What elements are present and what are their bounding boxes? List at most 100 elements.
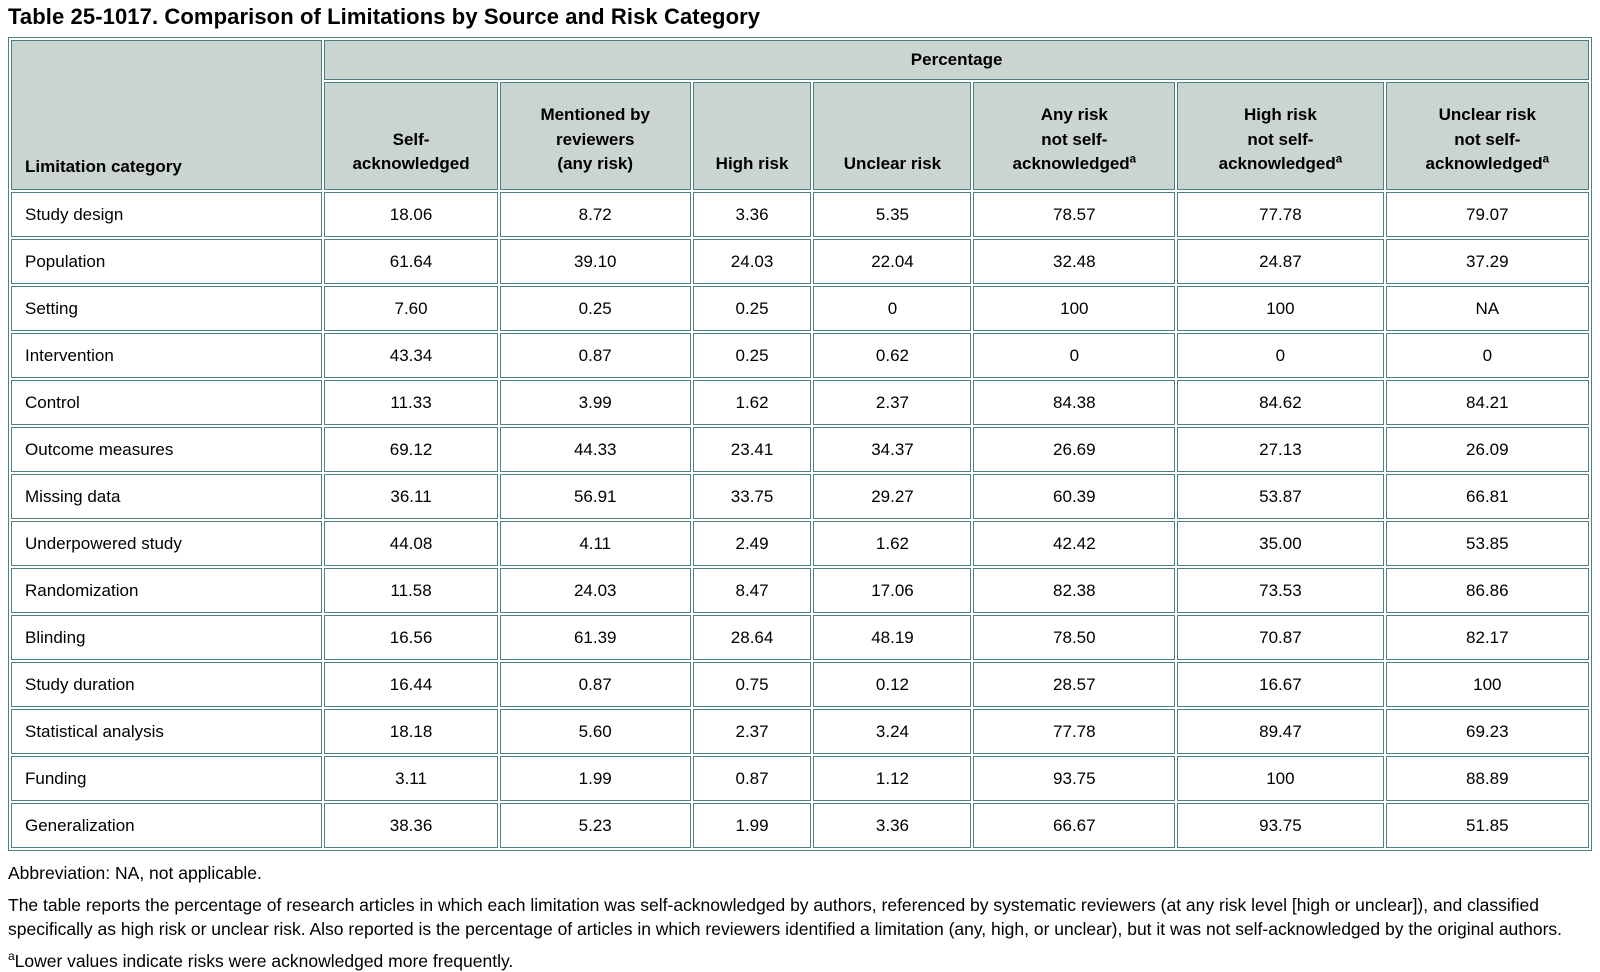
column-header-line: Unclear risk [1438,105,1536,125]
table-row: Funding 3.11 1.99 0.87 1.12 93.75 100 88.89 [11,756,1589,801]
cell-value: 1.62 [813,521,972,566]
cell-value: 100 [1177,756,1384,801]
cell-value: 1.62 [692,380,812,425]
cell-value: 26.09 [1385,427,1589,472]
cell-value: 86.86 [1385,568,1589,613]
cell-value: 69.23 [1385,709,1589,754]
description-note: The table reports the percentage of rese… [8,895,1563,939]
cell-value: 8.72 [499,192,691,237]
cell-value: 35.00 [1177,521,1384,566]
column-header-line: High risk [1244,105,1317,125]
table-row: Study duration 16.44 0.87 0.75 0.12 28.57 16.6… [11,662,1589,707]
cell-value: 39.10 [499,239,691,284]
cell-value: 3.36 [813,803,972,848]
cell-value: 82.38 [973,568,1176,613]
cell-value: 77.78 [1177,192,1384,237]
table-body: Study design 18.06 8.72 3.36 5.35 78.57 77.78 7… [11,192,1589,848]
cell-value: 2.37 [813,380,972,425]
column-header-line: Any risk [1040,105,1108,125]
column-header-line: not self- [1041,129,1108,149]
cell-value: 4.11 [499,521,691,566]
limitations-table: Limitation category Percentage Self-ackn… [8,37,1592,851]
column-header-line: Mentioned by [540,105,650,125]
cell-value: 36.11 [324,474,498,519]
cell-value: 61.64 [324,239,498,284]
cell-value: 0.87 [499,333,691,378]
cell-value: 0.25 [692,286,812,331]
cell-value: 18.06 [324,192,498,237]
cell-value: 18.18 [324,709,498,754]
cell-value: 0 [1177,333,1384,378]
cell-value: 38.36 [324,803,498,848]
cell-value: 16.44 [324,662,498,707]
cell-value: 0 [813,286,972,331]
cell-value: 53.87 [1177,474,1384,519]
abbreviation-note: Abbreviation: NA, not applicable. [8,863,262,883]
group-header: Percentage [324,40,1589,80]
footnote: aLower values indicate risks were acknow… [8,949,1592,972]
cell-value: 69.12 [324,427,498,472]
cell-value: 37.29 [1385,239,1589,284]
cell-value: 28.57 [973,662,1176,707]
cell-value: 27.13 [1177,427,1384,472]
table-header: Limitation category Percentage Self-ackn… [11,40,1589,190]
cell-value: 42.42 [973,521,1176,566]
cell-value: 51.85 [1385,803,1589,848]
footnote-marker: a [1542,153,1550,166]
cell-value: 0.25 [499,286,691,331]
row-category: Missing data [11,474,323,519]
cell-value: 33.75 [692,474,812,519]
column-header: Any risk not self-acknowledgeda [973,82,1176,190]
cell-value: 2.37 [692,709,812,754]
column-header: High risk not self-acknowledgeda [1177,82,1384,190]
row-category: Outcome measures [11,427,323,472]
column-header-line: acknowledgeda [1012,153,1137,174]
cell-value: 5.35 [813,192,972,237]
cell-value: 70.87 [1177,615,1384,660]
row-category: Study duration [11,662,323,707]
corner-header: Limitation category [11,40,323,190]
cell-value: 82.17 [1385,615,1589,660]
cell-value: 24.03 [692,239,812,284]
cell-value: 0.62 [813,333,972,378]
cell-value: 73.53 [1177,568,1384,613]
cell-value: 1.99 [499,756,691,801]
cell-value: 61.39 [499,615,691,660]
cell-value: 23.41 [692,427,812,472]
column-header-line: High risk [715,154,789,174]
cell-value: 60.39 [973,474,1176,519]
cell-value: 3.11 [324,756,498,801]
column-header: Mentioned by reviewers (any risk) [499,82,691,190]
cell-value: 56.91 [499,474,691,519]
footnote-marker: a [8,949,15,964]
cell-value: 17.06 [813,568,972,613]
column-header-line: (any risk) [557,154,634,174]
cell-value: 3.24 [813,709,972,754]
table-row: Missing data 36.11 56.91 33.75 29.27 60.39 53.… [11,474,1589,519]
cell-value: 48.19 [813,615,972,660]
column-header-line: acknowledged [352,154,470,174]
row-category: Statistical analysis [11,709,323,754]
cell-value: 1.99 [692,803,812,848]
column-header-line: Self- [392,129,430,149]
row-category: Setting [11,286,323,331]
column-header-line: acknowledgeda [1425,153,1550,174]
cell-value: 16.56 [324,615,498,660]
cell-value: 44.33 [499,427,691,472]
row-category: Study design [11,192,323,237]
column-header: Unclear risk not self-acknowledgeda [1385,82,1589,190]
cell-value: 3.99 [499,380,691,425]
cell-value: 2.49 [692,521,812,566]
cell-value: 11.58 [324,568,498,613]
cell-value: 0.75 [692,662,812,707]
cell-value: 11.33 [324,380,498,425]
cell-value: 93.75 [1177,803,1384,848]
table-row: Setting 7.60 0.25 0.25 0 100 100 NA [11,286,1589,331]
cell-value: 16.67 [1177,662,1384,707]
subheader-row: Self-acknowledged Mentioned by reviewers (a… [11,82,1589,190]
cell-value: 8.47 [692,568,812,613]
cell-value: 84.21 [1385,380,1589,425]
table-row: Statistical analysis 18.18 5.60 2.37 3.24 77.… [11,709,1589,754]
column-header-line: acknowledgeda [1218,153,1343,174]
